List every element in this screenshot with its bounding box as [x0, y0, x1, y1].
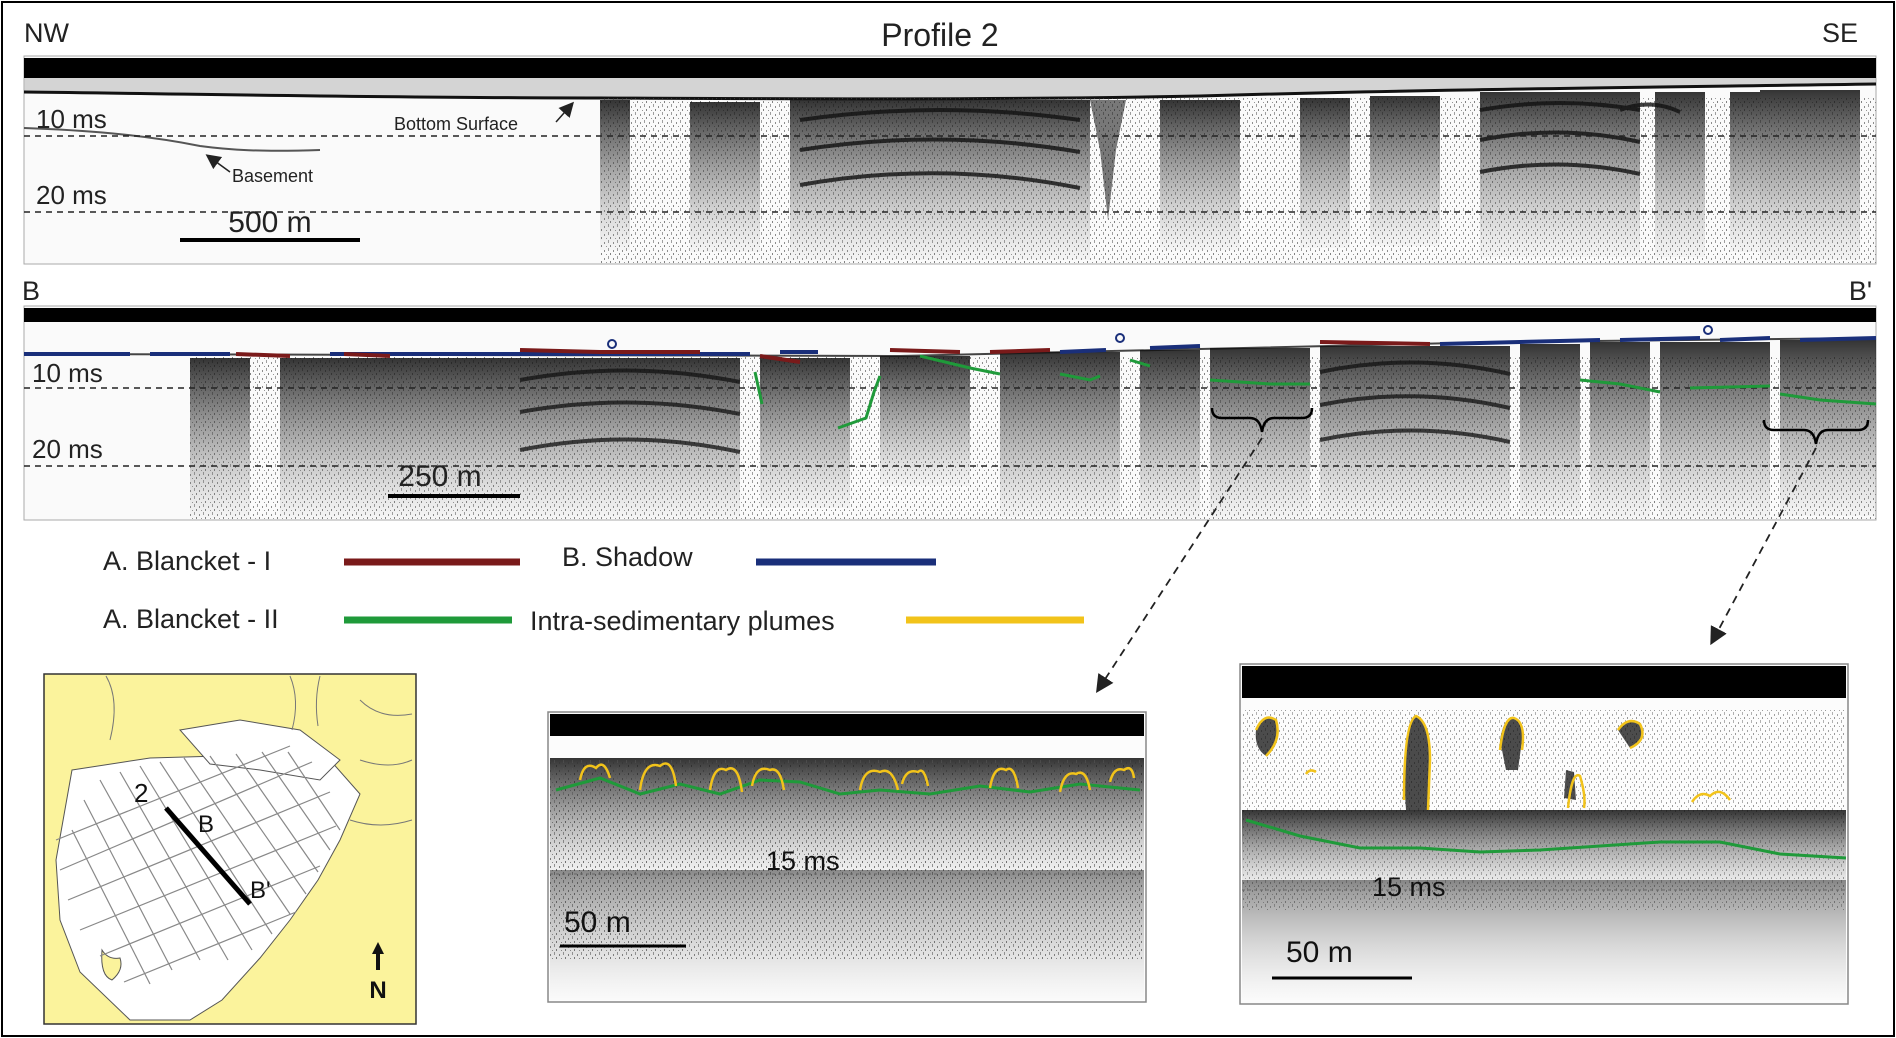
inset-right-profile: 15 ms 50 m — [1239, 663, 1849, 1005]
map-b-prime-label: B' — [250, 877, 271, 904]
mid-time-20ms: 20 ms — [32, 434, 103, 464]
se-label: SE — [1822, 18, 1858, 48]
basement-arrow — [205, 154, 231, 173]
top-scale-label: 500 m — [228, 206, 311, 239]
inset-right-plume-outlines — [1254, 714, 1732, 811]
map-b-label: B — [198, 811, 214, 838]
mid-scale-label: 250 m — [398, 460, 481, 493]
middle-seismic-profile: 10 ms 20 ms 250 m — [23, 305, 1877, 521]
legend-blanket1-label: A. Blancket - I — [103, 546, 271, 576]
inset-left-scale-label: 50 m — [564, 906, 631, 939]
b-prime-label: B' — [1849, 276, 1872, 306]
profile-line-bb-prime — [164, 806, 252, 906]
legend-shadow-label: B. Shadow — [562, 542, 693, 572]
map-profile-number: 2 — [134, 778, 148, 808]
top-seismic-profile: 10 ms 20 ms Bottom Surface Basement 500 … — [23, 55, 1877, 265]
inset-right-blanket2-line — [1245, 818, 1847, 860]
b-label: B — [22, 276, 40, 306]
bottom-surface-label: Bottom Surface — [394, 114, 518, 134]
inset-left-time-label: 15 ms — [766, 846, 840, 876]
zoom-arrow-right — [1710, 447, 1817, 646]
top-time-10ms: 10 ms — [36, 104, 107, 134]
north-label: N — [369, 977, 386, 1004]
inset-right-time-label: 15 ms — [1372, 872, 1446, 902]
profile-title: Profile 2 — [881, 17, 998, 53]
legend: A. Blancket - I B. Shadow A. Blancket - … — [103, 542, 1084, 636]
bracket-right — [1762, 419, 1870, 445]
nw-label: NW — [24, 18, 69, 48]
legend-plumes-label: Intra-sedimentary plumes — [530, 606, 835, 636]
blanket2-horizon-lines — [753, 354, 1877, 430]
basement-label: Basement — [232, 166, 313, 186]
north-arrow-icon — [372, 942, 384, 970]
bracket-left — [1210, 407, 1314, 433]
inset-left-plume-outlines — [578, 762, 1136, 793]
top-time-20ms: 20 ms — [36, 180, 107, 210]
blanket1-horizon-lines — [235, 340, 1431, 364]
inset-left-profile: 15 ms 50 m — [547, 711, 1147, 1003]
legend-blanket2-label: A. Blancket - II — [103, 604, 279, 634]
location-map: 2 B B' N — [43, 673, 417, 1025]
inset-left-blanket2-line — [555, 776, 1141, 796]
inset-right-scale-label: 50 m — [1286, 936, 1353, 969]
bottom-surface-arrow — [555, 101, 574, 123]
mid-time-10ms: 10 ms — [32, 358, 103, 388]
